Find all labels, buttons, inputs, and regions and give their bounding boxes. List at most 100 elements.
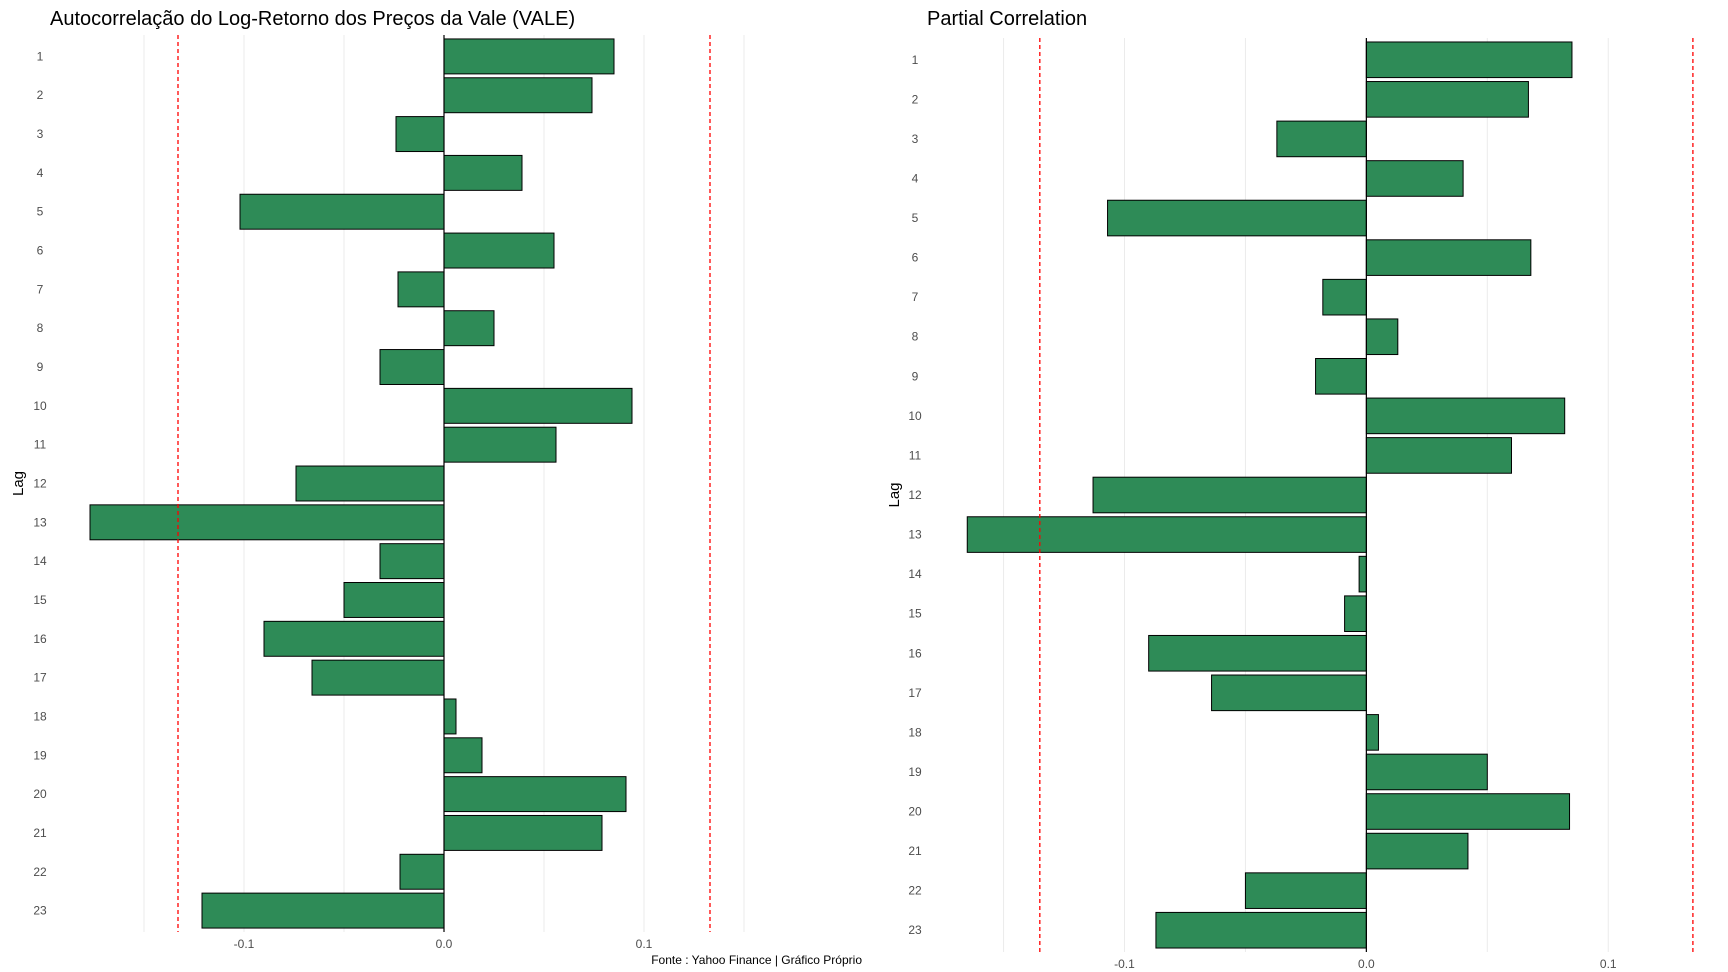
bar-lag-3 xyxy=(1276,120,1367,158)
bar-lag-20 xyxy=(1365,793,1571,830)
y-axis-title: Lag xyxy=(10,471,27,496)
y-axis-title: Lag xyxy=(886,482,903,507)
y-tick-label: 17 xyxy=(908,686,922,700)
y-tick-label: 1 xyxy=(912,53,919,67)
y-tick-label: 4 xyxy=(37,166,44,180)
acf-panel: Autocorrelação do Log-Retorno dos Preços… xyxy=(10,8,745,951)
y-tick-label: 17 xyxy=(33,671,47,685)
x-tick-label: -0.1 xyxy=(234,937,255,951)
bar-lag-9 xyxy=(379,349,445,385)
bar-lag-17 xyxy=(311,659,445,696)
bar-lag-23 xyxy=(1155,911,1367,949)
bar-lag-21 xyxy=(443,814,603,851)
pacf-panel: Partial CorrelationLag123456789101112131… xyxy=(886,8,1694,971)
y-tick-label: 9 xyxy=(912,369,919,383)
bar-lag-11 xyxy=(1365,437,1512,474)
bar-lag-15 xyxy=(343,582,445,618)
y-tick-label: 22 xyxy=(908,884,922,898)
x-tick-label: 0.0 xyxy=(1358,957,1375,971)
y-tick-label: 21 xyxy=(908,844,922,858)
bar-lag-12 xyxy=(1092,476,1367,514)
bar-lag-14 xyxy=(379,543,445,580)
y-tick-label: 12 xyxy=(908,488,922,502)
bar-lag-11 xyxy=(443,426,557,463)
y-tick-label: 18 xyxy=(908,725,922,739)
bar-lag-18 xyxy=(1365,714,1379,751)
chart-title: Autocorrelação do Log-Retorno dos Preços… xyxy=(50,8,575,30)
bar-lag-10 xyxy=(1365,397,1566,435)
y-tick-label: 14 xyxy=(33,554,47,568)
bar-lag-1 xyxy=(443,38,615,75)
y-tick-label: 6 xyxy=(912,251,919,265)
y-tick-label: 15 xyxy=(33,593,47,607)
bar-lag-3 xyxy=(395,116,445,153)
y-tick-label: 16 xyxy=(33,632,47,646)
bar-lag-22 xyxy=(399,853,445,890)
y-tick-label: 14 xyxy=(908,567,922,581)
bar-lag-12 xyxy=(295,465,445,502)
bar-lag-23 xyxy=(201,892,445,929)
x-tick-label: -0.1 xyxy=(1114,957,1135,971)
y-tick-label: 8 xyxy=(37,321,44,335)
bar-lag-16 xyxy=(1148,634,1367,672)
x-tick-label: 0.0 xyxy=(436,937,453,951)
y-tick-label: 10 xyxy=(33,399,47,413)
bar-lag-7 xyxy=(397,271,445,308)
y-tick-label: 12 xyxy=(33,477,47,491)
y-tick-label: 21 xyxy=(33,826,47,840)
y-tick-label: 7 xyxy=(912,290,919,304)
bar-lag-17 xyxy=(1211,674,1367,712)
bar-lag-10 xyxy=(443,387,633,424)
y-tick-label: 23 xyxy=(908,923,922,937)
y-tick-label: 2 xyxy=(912,92,919,106)
y-tick-label: 5 xyxy=(912,211,919,225)
y-tick-label: 4 xyxy=(912,171,919,185)
bar-lag-20 xyxy=(443,776,627,813)
y-tick-label: 11 xyxy=(34,438,47,452)
y-tick-label: 8 xyxy=(912,330,919,344)
bar-lag-14 xyxy=(1358,555,1367,593)
bar-lag-13 xyxy=(966,516,1367,553)
bar-lag-13 xyxy=(89,504,445,541)
y-tick-label: 1 xyxy=(37,49,44,63)
bar-lag-9 xyxy=(1315,358,1367,395)
x-tick-label: 0.1 xyxy=(1600,957,1617,971)
y-tick-label: 3 xyxy=(37,127,44,141)
bar-lag-19 xyxy=(1365,753,1488,791)
y-tick-label: 19 xyxy=(33,748,47,762)
y-tick-label: 3 xyxy=(912,132,919,146)
bar-lag-2 xyxy=(443,77,593,114)
y-tick-label: 16 xyxy=(908,646,922,660)
y-tick-label: 7 xyxy=(37,282,44,296)
y-tick-label: 13 xyxy=(33,515,47,529)
bar-lag-4 xyxy=(1365,160,1464,197)
bar-lag-5 xyxy=(239,193,445,230)
y-tick-label: 20 xyxy=(33,787,47,801)
bar-lag-6 xyxy=(1365,239,1532,276)
bar-lag-4 xyxy=(443,154,523,191)
y-tick-label: 20 xyxy=(908,805,922,819)
bar-lag-2 xyxy=(1365,81,1529,118)
y-tick-label: 5 xyxy=(37,205,44,219)
y-tick-label: 11 xyxy=(909,448,922,462)
y-tick-label: 18 xyxy=(33,709,47,723)
y-tick-label: 23 xyxy=(33,904,47,918)
bar-lag-1 xyxy=(1365,41,1573,79)
y-tick-label: 19 xyxy=(908,765,922,779)
source-caption: Fonte : Yahoo Finance | Gráfico Próprio xyxy=(651,953,862,967)
bar-lag-15 xyxy=(1344,595,1367,632)
bar-lag-19 xyxy=(443,737,483,774)
bar-lag-18 xyxy=(443,698,457,735)
bar-lag-7 xyxy=(1322,278,1367,316)
chart-title: Partial Correlation xyxy=(927,8,1087,30)
y-tick-label: 22 xyxy=(33,865,47,879)
y-tick-label: 2 xyxy=(37,88,44,102)
bar-lag-6 xyxy=(443,232,555,269)
y-tick-label: 10 xyxy=(908,409,922,423)
bar-lag-22 xyxy=(1244,872,1367,909)
bar-lag-16 xyxy=(263,620,445,657)
y-tick-label: 13 xyxy=(908,528,922,542)
bar-lag-5 xyxy=(1107,199,1367,237)
bar-lag-8 xyxy=(443,310,495,347)
